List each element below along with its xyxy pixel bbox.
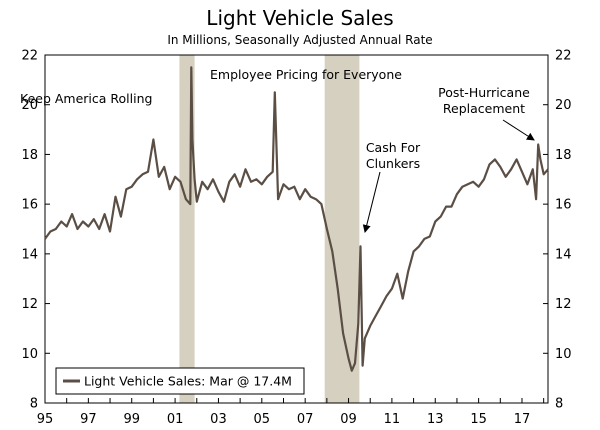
chart-title: Light Vehicle Sales — [206, 6, 394, 30]
recession-bands — [179, 55, 360, 403]
x-tick-label: 07 — [297, 412, 314, 427]
y-tick-label-right: 18 — [555, 148, 572, 163]
plot-frame — [44, 54, 549, 404]
x-tick-label: 13 — [427, 412, 444, 427]
x-tick-label: 95 — [37, 412, 54, 427]
recession-band-1 — [324, 55, 360, 403]
y-tick-label-left: 12 — [21, 297, 38, 312]
y-tick-label-right: 10 — [555, 347, 572, 362]
x-tick-label: 05 — [254, 412, 271, 427]
x-tick-label: 09 — [340, 412, 357, 427]
y-tick-label-right: 16 — [555, 198, 572, 213]
x-tick-label: 01 — [167, 412, 184, 427]
annotation-text-2: Cash For — [366, 140, 421, 155]
y-tick-label-right: 22 — [555, 49, 572, 64]
annotation-text-3: Replacement — [443, 101, 525, 116]
y-tick-label-left: 18 — [21, 148, 38, 163]
y-tick-label-right: 8 — [555, 397, 563, 412]
y-tick-label-left: 16 — [21, 198, 38, 213]
series-layer — [44, 66, 549, 372]
x-tick-label: 15 — [470, 412, 487, 427]
legend-box — [55, 367, 305, 395]
y-tick-label-left: 10 — [21, 347, 38, 362]
legend-label: Light Vehicle Sales: Mar @ 17.4M — [84, 374, 292, 389]
annotation-text-2: Clunkers — [366, 156, 420, 171]
y-tick-label-right: 14 — [555, 247, 572, 262]
annotation-text-3: Post-Hurricane — [438, 85, 530, 100]
annotation-text-0: Keep America Rolling — [20, 91, 152, 106]
x-tick-label: 97 — [80, 412, 97, 427]
x-tick-label: 03 — [210, 412, 227, 427]
x-tick-label: 17 — [514, 412, 531, 427]
y-tick-label-right: 20 — [555, 98, 572, 113]
y-tick-label-right: 12 — [555, 297, 572, 312]
annotation-arrow-3 — [502, 119, 535, 141]
annotation-arrow-2 — [362, 171, 381, 233]
annotations: Keep America Rolling Employee Pricing for… — [20, 67, 535, 233]
y-tick-label-left: 22 — [21, 49, 38, 64]
series-line-0 — [44, 66, 549, 372]
x-tick-label: 99 — [123, 412, 140, 427]
chart-subtitle: In Millions, Seasonally Adjusted Annual … — [167, 33, 433, 47]
axes: 8 8 10 10 12 12 14 14 16 16 18 18 20 20 22 22 95 97 99 01 03… — [21, 49, 571, 428]
x-tick-label: 11 — [384, 412, 401, 427]
y-tick-label-left: 8 — [30, 397, 38, 412]
y-tick-label-left: 20 — [21, 98, 38, 113]
annotation-text-1: Employee Pricing for Everyone — [210, 67, 402, 82]
y-tick-label-left: 14 — [21, 247, 38, 262]
legend: Light Vehicle Sales: Mar @ 17.4M — [55, 367, 305, 395]
